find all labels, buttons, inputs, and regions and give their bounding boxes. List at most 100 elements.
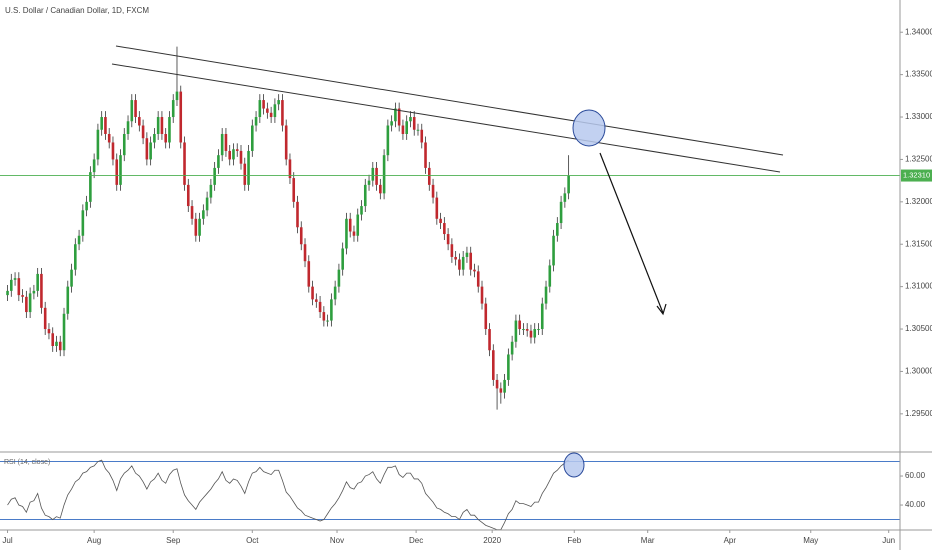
- x-tick-label: Aug: [87, 536, 101, 545]
- candle-body: [525, 329, 529, 331]
- y-tick-label: 1.32500: [905, 155, 932, 164]
- candle-body: [450, 244, 454, 257]
- candle-body: [224, 133, 228, 151]
- candle-body: [58, 341, 62, 351]
- candle-body: [89, 172, 92, 202]
- y-tick-label: 1.33000: [905, 112, 932, 121]
- candle-body: [476, 271, 480, 287]
- candle-body: [126, 121, 130, 134]
- candle-body: [273, 104, 277, 118]
- y-tick-label: 1.30500: [905, 324, 932, 333]
- candle-body: [533, 329, 537, 338]
- candle-body: [363, 184, 367, 207]
- candle-body: [40, 273, 43, 308]
- candle-body: [205, 197, 209, 211]
- candle-body: [544, 286, 548, 304]
- candle-body: [284, 125, 288, 160]
- rsi-line: [7, 459, 569, 531]
- y-tick-label: 1.33500: [905, 70, 932, 79]
- candle-body: [51, 333, 55, 346]
- candle-body: [168, 117, 171, 143]
- candle-body: [401, 125, 405, 134]
- candle-body: [439, 218, 442, 224]
- candle-body: [228, 150, 232, 160]
- candle-body: [62, 313, 66, 351]
- candle-body: [567, 175, 570, 194]
- candle-body: [235, 149, 239, 151]
- candle-body: [247, 150, 250, 185]
- candle-body: [186, 184, 190, 207]
- x-tick-label: May: [803, 536, 818, 545]
- candle-body: [21, 295, 24, 297]
- candle-body: [360, 206, 363, 215]
- x-tick-label: Apr: [724, 536, 737, 545]
- candle-body: [514, 320, 518, 342]
- candle-body: [326, 320, 329, 322]
- candle-body: [431, 184, 435, 198]
- x-tick-label: Feb: [567, 536, 581, 545]
- candle-body: [386, 125, 390, 156]
- candle-body: [397, 108, 401, 126]
- candle-body: [141, 125, 145, 139]
- candle-body: [138, 117, 141, 126]
- price-pane: [0, 46, 900, 410]
- candle-body: [115, 159, 119, 185]
- candle-body: [81, 210, 85, 236]
- candle-body: [507, 354, 510, 380]
- candle-body: [382, 155, 386, 194]
- candle-body: [307, 261, 311, 287]
- candle-body: [288, 159, 292, 179]
- candle-body: [262, 100, 265, 109]
- rsi-title: RSI (14, close): [4, 459, 50, 466]
- candle-body: [202, 210, 205, 219]
- candle-body: [529, 330, 533, 338]
- candle-body: [96, 129, 100, 160]
- candle-body: [134, 100, 137, 118]
- last-price-tag: [901, 169, 932, 182]
- forecast-arrow: [599, 152, 664, 314]
- candle-body: [175, 91, 179, 101]
- candle-body: [405, 121, 408, 134]
- candle-body: [473, 269, 476, 272]
- x-tick-label: 2020: [483, 536, 501, 545]
- candle-body: [318, 301, 322, 313]
- candle-body: [119, 155, 122, 185]
- y-tick-label: 1.31000: [905, 282, 932, 291]
- x-tick-label: Nov: [330, 536, 344, 545]
- candle-body: [220, 133, 224, 156]
- candle-body: [292, 178, 296, 202]
- candle-body: [190, 206, 194, 219]
- candle-body: [111, 142, 115, 160]
- candle-body: [179, 91, 183, 143]
- candle-body: [66, 286, 70, 314]
- candle-body: [277, 100, 280, 105]
- y-tick-label: 1.31500: [905, 239, 932, 248]
- candle-body: [171, 100, 175, 118]
- candle-body: [122, 133, 126, 156]
- highlight-circle: [572, 109, 606, 147]
- candle-body: [55, 341, 58, 346]
- candle-body: [556, 223, 559, 236]
- candle-body: [469, 252, 473, 270]
- candle-body: [518, 320, 521, 330]
- candle-body: [322, 312, 326, 321]
- x-tick-label: Jun: [882, 536, 895, 545]
- candle-body: [552, 235, 555, 266]
- candle-body: [435, 197, 439, 219]
- candle-body: [559, 201, 563, 224]
- candle-body: [333, 286, 337, 300]
- candle-body: [25, 296, 28, 313]
- candle-body: [341, 248, 344, 270]
- candle-body: [510, 341, 514, 355]
- candle-body: [458, 259, 461, 270]
- candle-body: [107, 133, 111, 143]
- candle-body: [156, 117, 160, 134]
- candle-body: [217, 155, 220, 168]
- candle-body: [198, 218, 201, 236]
- candle-body: [330, 299, 333, 321]
- candle-body: [258, 100, 262, 118]
- candle-body: [416, 129, 420, 131]
- y-tick-label: 1.30000: [905, 367, 932, 376]
